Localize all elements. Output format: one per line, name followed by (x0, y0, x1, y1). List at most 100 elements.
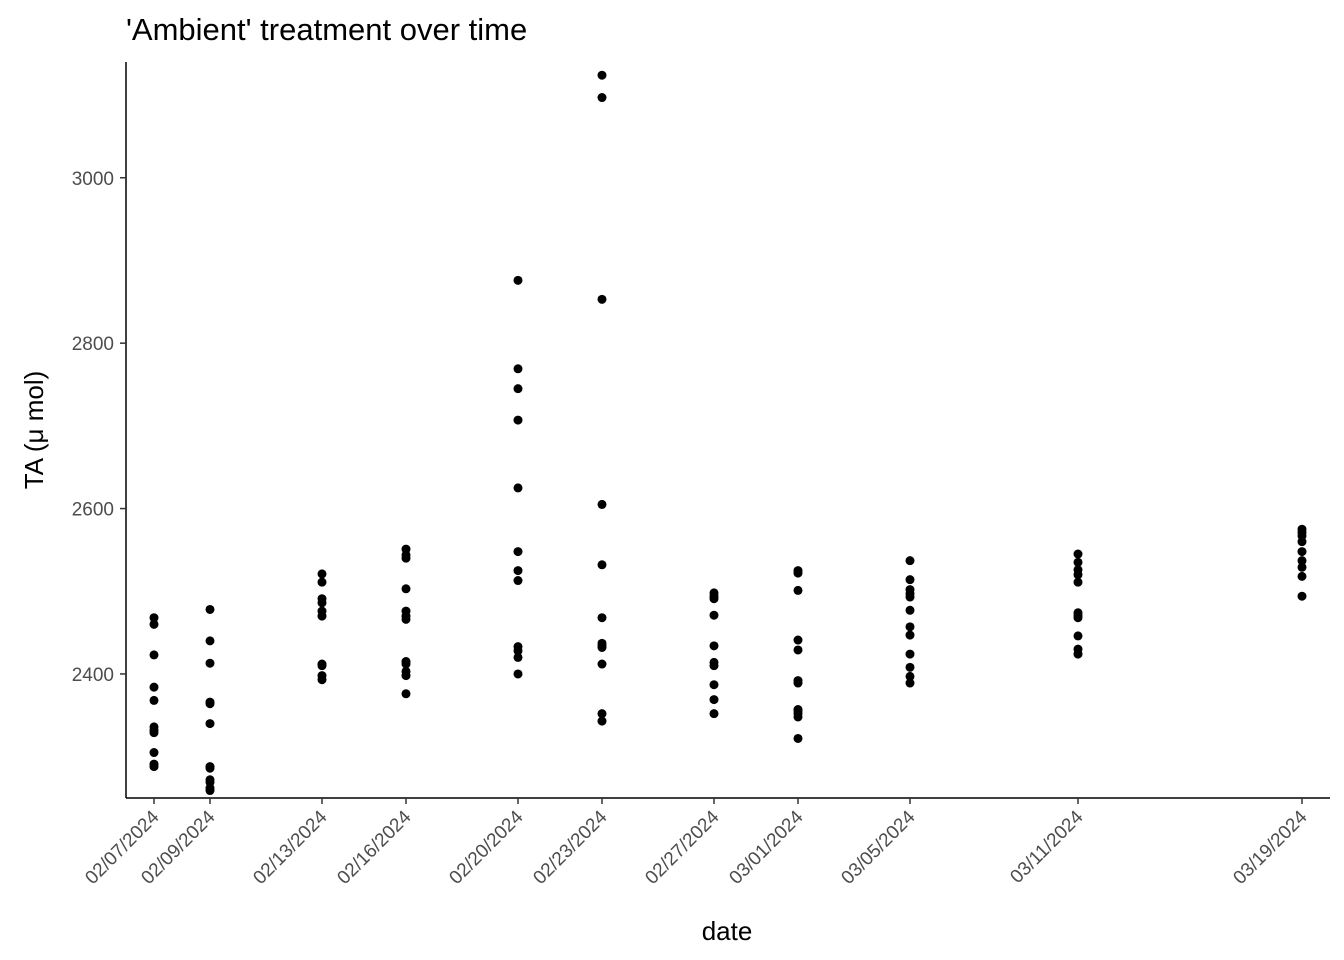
data-point (793, 712, 803, 722)
data-point (205, 604, 215, 614)
data-point (1297, 537, 1307, 547)
data-point (513, 275, 523, 285)
data-point (1297, 547, 1307, 557)
data-point (513, 415, 523, 425)
data-point (513, 547, 523, 557)
data-point (905, 556, 915, 566)
x-tick-label: 03/01/2024 (725, 806, 807, 888)
y-tick-label: 2800 (72, 334, 114, 355)
data-point (1073, 631, 1083, 641)
data-point (597, 659, 607, 669)
data-point (597, 716, 607, 726)
data-point (205, 658, 215, 668)
data-point (905, 678, 915, 688)
data-point (205, 636, 215, 646)
data-point (597, 93, 607, 103)
data-point (905, 622, 915, 632)
data-point (149, 695, 159, 705)
data-point (401, 659, 411, 669)
data-point (1073, 577, 1083, 587)
data-point (793, 678, 803, 688)
data-point (1073, 613, 1083, 623)
data-point (317, 577, 327, 587)
x-tick-label: 02/23/2024 (529, 806, 611, 888)
data-point (793, 568, 803, 578)
data-point (205, 786, 215, 796)
data-point (513, 566, 523, 576)
data-point (513, 364, 523, 374)
data-point (905, 592, 915, 602)
y-tick-label: 3000 (72, 169, 114, 190)
data-point (513, 652, 523, 662)
data-point (513, 483, 523, 493)
data-point (709, 594, 719, 604)
data-point (401, 584, 411, 594)
x-tick-label: 03/05/2024 (837, 806, 919, 888)
data-point (905, 662, 915, 672)
data-point (513, 646, 523, 656)
data-point (1297, 562, 1307, 572)
data-point (1297, 591, 1307, 601)
data-point (905, 630, 915, 640)
data-point (793, 733, 803, 743)
data-point (597, 294, 607, 304)
data-point (317, 675, 327, 685)
x-axis-title: date (702, 916, 753, 946)
data-point (1297, 571, 1307, 581)
data-point (597, 709, 607, 719)
data-point (401, 671, 411, 681)
data-point (513, 669, 523, 679)
data-point (709, 709, 719, 719)
data-point (793, 635, 803, 645)
data-points (149, 70, 1307, 796)
data-point (513, 384, 523, 394)
data-point (597, 642, 607, 652)
data-point (205, 719, 215, 729)
x-tick-label: 03/11/2024 (1006, 806, 1087, 887)
data-point (401, 553, 411, 563)
data-point (709, 680, 719, 690)
data-point (317, 569, 327, 579)
data-point (905, 671, 915, 681)
y-axis-ticks: 2400 2600 2800 3000 (72, 169, 126, 686)
data-point (149, 682, 159, 692)
data-point (401, 614, 411, 624)
data-point (513, 576, 523, 586)
data-point (317, 661, 327, 671)
data-point (149, 613, 159, 623)
data-point (1073, 570, 1083, 580)
data-point (905, 649, 915, 659)
data-point (205, 699, 215, 709)
data-point (317, 611, 327, 621)
x-tick-label: 02/27/2024 (641, 806, 723, 888)
data-point (793, 585, 803, 595)
x-tick-label: 03/19/2024 (1229, 806, 1311, 888)
data-point (1073, 549, 1083, 559)
data-point (149, 748, 159, 758)
data-point (205, 763, 215, 773)
data-point (597, 613, 607, 623)
data-point (905, 605, 915, 615)
data-point (709, 695, 719, 705)
x-tick-label: 02/13/2024 (249, 806, 331, 888)
y-axis-title: TA (μ mol) (19, 371, 49, 490)
data-point (709, 641, 719, 651)
y-tick-label: 2400 (72, 665, 114, 686)
data-point (597, 70, 607, 80)
data-point (149, 728, 159, 738)
data-point (149, 762, 159, 772)
data-point (905, 575, 915, 585)
data-point (1073, 649, 1083, 659)
x-tick-label: 02/20/2024 (445, 806, 527, 888)
y-tick-label: 2600 (72, 500, 114, 521)
data-point (709, 610, 719, 620)
data-point (597, 560, 607, 570)
data-point (709, 661, 719, 671)
x-tick-label: 02/16/2024 (333, 806, 415, 888)
data-point (149, 650, 159, 660)
data-point (1297, 556, 1307, 566)
data-point (793, 645, 803, 655)
